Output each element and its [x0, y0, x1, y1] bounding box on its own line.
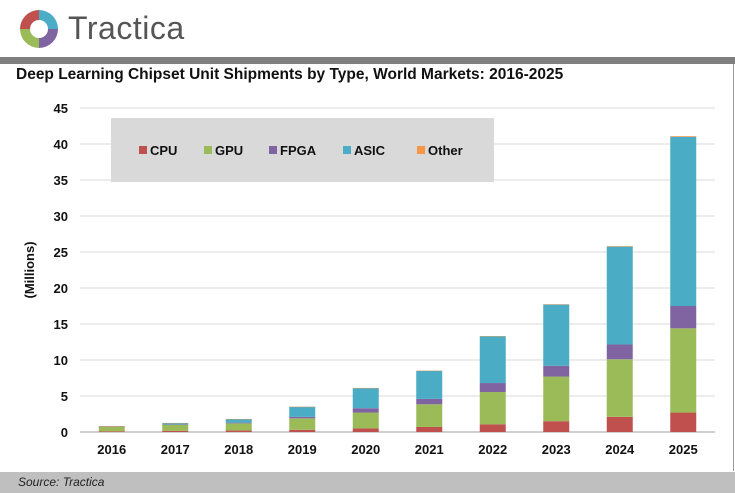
bar-segment-gpu: [606, 359, 633, 417]
x-tick-label: 2018: [224, 442, 253, 457]
bar-segment-asic: [416, 370, 443, 399]
legend-box: [111, 118, 494, 182]
source-text: Source: Tractica: [18, 475, 105, 489]
x-tick-label: 2020: [351, 442, 380, 457]
bar-segment-asic: [352, 388, 379, 409]
legend-label: ASIC: [354, 143, 386, 158]
bar-segment-asic: [606, 246, 633, 345]
x-tick-label: 2022: [478, 442, 507, 457]
legend-swatch-asic: [343, 146, 351, 154]
legend-swatch-gpu: [204, 146, 212, 154]
legend-label: Other: [428, 143, 463, 158]
bar-segment-gpu: [225, 423, 252, 431]
bar-segment-cpu: [352, 428, 379, 432]
legend-swatch-fpga: [269, 146, 277, 154]
bar-segment-asic: [479, 336, 506, 384]
bar-segment-cpu: [225, 430, 252, 432]
bar-segment-asic: [543, 304, 570, 366]
y-tick-label: 25: [54, 245, 68, 260]
bar-segment-asic: [225, 419, 252, 423]
bar-segment-cpu: [289, 429, 316, 432]
y-tick-label: 15: [54, 317, 68, 332]
chart-title: Deep Learning Chipset Unit Shipments by …: [16, 66, 564, 83]
bar-segment-fpga: [543, 365, 570, 377]
bar-segment-gpu: [98, 426, 125, 432]
legend-label: GPU: [215, 143, 243, 158]
tractica-logo-icon: [20, 10, 58, 48]
y-tick-label: 35: [54, 173, 68, 188]
x-tick-label: 2025: [669, 442, 698, 457]
bar-segment-fpga: [416, 398, 443, 405]
bar-segment-other: [670, 136, 697, 137]
bar-segment-gpu: [416, 404, 443, 427]
bar-segment-cpu: [606, 416, 633, 432]
bar-segment-fpga: [225, 422, 252, 424]
y-tick-label: 10: [54, 353, 68, 368]
y-tick-label: 20: [54, 281, 68, 296]
bar-segment-fpga: [352, 408, 379, 413]
y-tick-label: 45: [54, 101, 68, 116]
bar-segment-other: [606, 246, 633, 247]
y-tick-label: 40: [54, 137, 68, 152]
bar-segment-asic: [162, 423, 189, 425]
bar-segment-asic: [289, 406, 316, 417]
bar-segment-gpu: [352, 412, 379, 429]
bar-segment-gpu: [670, 328, 697, 413]
y-axis-label: (Millions): [22, 241, 37, 298]
bar-segment-fpga: [670, 306, 697, 329]
bar-segment-asic: [670, 136, 697, 306]
bar-segment-fpga: [606, 344, 633, 360]
bar-segment-cpu: [543, 421, 570, 432]
bar-segment-fpga: [289, 416, 316, 419]
bar-segment-cpu: [479, 424, 506, 432]
legend-swatch-cpu: [139, 146, 147, 154]
x-tick-label: 2023: [542, 442, 571, 457]
bar-segment-gpu: [289, 418, 316, 430]
bar-segment-gpu: [543, 376, 570, 422]
x-tick-label: 2024: [605, 442, 635, 457]
bar-segment-gpu: [479, 392, 506, 425]
legend-label: FPGA: [280, 143, 317, 158]
chart-frame: [0, 64, 734, 471]
bar-segment-cpu: [98, 431, 125, 432]
legend-label: CPU: [150, 143, 177, 158]
bar-segment-cpu: [416, 426, 443, 432]
x-tick-label: 2019: [288, 442, 317, 457]
x-tick-label: 2021: [415, 442, 444, 457]
source-bar: Source: Tractica: [0, 472, 735, 493]
bar-segment-fpga: [479, 383, 506, 393]
bar-segment-gpu: [162, 424, 189, 431]
y-tick-label: 5: [61, 389, 68, 404]
y-tick-label: 30: [54, 209, 68, 224]
header-divider: [0, 57, 735, 64]
bar-segment-cpu: [670, 412, 697, 432]
x-tick-label: 2017: [161, 442, 190, 457]
legend-swatch-other: [417, 146, 425, 154]
bar-segment-cpu: [162, 430, 189, 432]
brand-name: Tractica: [68, 10, 185, 46]
x-tick-label: 2016: [97, 442, 126, 457]
y-tick-label: 0: [61, 425, 68, 440]
